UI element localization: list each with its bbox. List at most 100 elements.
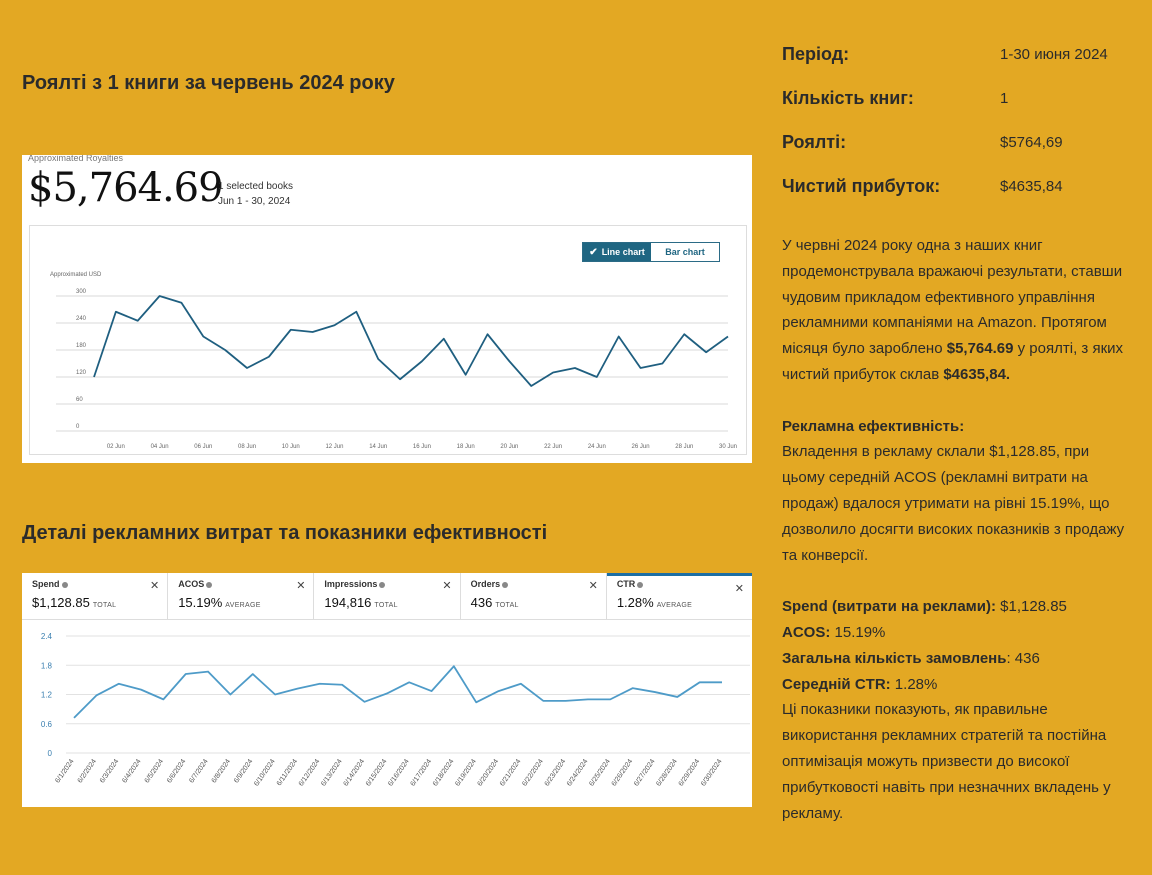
- x-tick-label: 10 Jun: [282, 444, 300, 450]
- x-tick-label: 6/17/2024: [410, 758, 434, 788]
- spend-line: Spend (витрати на реклами): $1,128.85: [782, 598, 1067, 616]
- check-icon: ✔: [589, 246, 598, 258]
- royalties-card: Approximated Royalties $5,764.69 1 selec…: [22, 155, 752, 463]
- closing-paragraph: Ці показники показують, як правильне вик…: [782, 701, 1111, 822]
- line-chart-button[interactable]: ✔ Line chart: [583, 243, 651, 261]
- x-tick-label: 24 Jun: [588, 444, 606, 450]
- y-tick-label: 120: [76, 370, 87, 376]
- x-tick-label: 6/29/2024: [678, 758, 702, 788]
- stat-value: 1-30 июня 2024: [1000, 46, 1108, 63]
- x-tick-label: 6/16/2024: [387, 758, 411, 788]
- y-tick-label: 240: [76, 316, 87, 322]
- close-icon[interactable]: ✕: [149, 580, 160, 592]
- x-tick-label: 02 Jun: [107, 444, 125, 450]
- stat-value: $4635,84: [1000, 178, 1063, 195]
- y-tick-label: 60: [76, 397, 83, 403]
- x-tick-label: 6/10/2024: [253, 758, 277, 788]
- x-tick-label: 06 Jun: [194, 444, 212, 450]
- x-tick-label: 6/6/2024: [166, 758, 187, 784]
- metric-label: ACOS: [178, 579, 307, 589]
- stat-value: $5764,69: [1000, 134, 1063, 151]
- intro-paragraph: У червні 2024 року одна з наших книг про…: [782, 237, 1124, 383]
- y-tick-label: 0: [48, 749, 53, 758]
- stat-label: Період:: [782, 44, 850, 64]
- x-tick-label: 12 Jun: [325, 444, 343, 450]
- x-tick-label: 22 Jun: [544, 444, 562, 450]
- metric-value: 436 TOTAL: [470, 595, 519, 610]
- y-tick-label: 0: [76, 424, 80, 430]
- ads-card: Spend ✕ $1,128.85 TOTAL ACOS ✕ 15.19% AVER…: [22, 573, 752, 807]
- metric-orders[interactable]: Orders ✕ 436 TOTAL: [461, 573, 607, 619]
- approximated-royalties-label: Approximated Royalties: [28, 155, 124, 163]
- x-tick-label: 6/1/2024: [54, 758, 75, 784]
- x-tick-label: 6/20/2024: [477, 758, 501, 788]
- ads-efficiency-heading: Рекламна ефективність:: [782, 417, 965, 435]
- royalties-series-line: [93, 295, 729, 387]
- x-tick-label: 6/19/2024: [454, 758, 478, 788]
- stat-label: Кількість книг:: [782, 88, 914, 108]
- chart-type-toggle: ✔ Line chart Bar chart: [582, 242, 720, 262]
- metric-value: 1.28% AVERAGE: [616, 595, 693, 610]
- y-axis-label: Approximated USD: [50, 272, 102, 278]
- x-tick-label: 30 Jun: [719, 444, 737, 450]
- x-tick-label: 14 Jun: [369, 444, 387, 450]
- x-tick-label: 6/7/2024: [188, 758, 209, 784]
- info-icon: [379, 581, 386, 588]
- stat-book-count: Кількість книг: 1: [782, 88, 1132, 132]
- metric-label: Impressions: [324, 579, 453, 589]
- close-icon[interactable]: ✕: [588, 580, 598, 592]
- metric-value: $1,128.85 TOTAL: [32, 595, 117, 610]
- ads-efficiency-text: Вкладення в рекламу склали $1,128.85, пр…: [782, 443, 1125, 564]
- ctr-series-line: [73, 665, 722, 719]
- ads-heading: Деталі рекламних витрат та показники ефе…: [22, 522, 548, 544]
- x-tick-label: 16 Jun: [413, 444, 431, 450]
- close-icon[interactable]: ✕: [296, 580, 306, 592]
- royalties-chart-box: Approximated USD 0 60 120 180 240 300 02 Jun 04 …: [29, 225, 747, 455]
- x-tick-label: 6/9/2024: [233, 758, 254, 784]
- x-tick-label: 6/27/2024: [633, 758, 657, 788]
- close-icon[interactable]: ✕: [442, 580, 452, 592]
- date-range-text: Jun 1 - 30, 2024: [218, 196, 291, 207]
- metric-ctr[interactable]: CTR ✕ 1.28% AVERAGE: [606, 573, 752, 619]
- x-tick-label: 18 Jun: [457, 444, 475, 450]
- info-icon: [637, 581, 644, 588]
- y-tick-label: 1.2: [41, 691, 53, 700]
- summary-stats: Період: 1-30 июня 2024 Кількість книг: 1…: [782, 44, 1132, 220]
- x-tick-label: 6/12/2024: [298, 758, 322, 788]
- metric-spend[interactable]: Spend ✕ $1,128.85 TOTAL: [22, 573, 169, 619]
- metric-impressions[interactable]: Impressions ✕ 194,816 TOTAL: [314, 573, 461, 619]
- stat-period: Період: 1-30 июня 2024: [782, 44, 1132, 88]
- x-tick-label: 6/3/2024: [99, 758, 120, 784]
- selected-books-text: 1 selected books: [218, 181, 294, 192]
- info-icon: [206, 581, 213, 588]
- royalties-amount: $5,764.69: [28, 165, 224, 211]
- x-tick-label: 08 Jun: [238, 444, 256, 450]
- y-tick-label: 2.4: [41, 632, 53, 641]
- x-tick-label: 6/25/2024: [588, 758, 612, 788]
- close-icon[interactable]: ✕: [734, 583, 745, 595]
- x-tick-label: 6/30/2024: [700, 758, 724, 788]
- royalties-line-chart: Approximated USD 0 60 120 180 240 300 02 Jun 04 …: [50, 272, 737, 450]
- ctr-line: Середній CTR: 1.28%: [782, 675, 938, 693]
- metric-acos[interactable]: ACOS ✕ 15.19% AVERAGE: [168, 573, 315, 619]
- y-tick-label: 180: [76, 343, 87, 349]
- y-tick-label: 1.8: [41, 661, 53, 670]
- x-tick-label: 6/11/2024: [276, 758, 299, 787]
- description: У червні 2024 року одна з наших книг про…: [782, 233, 1132, 826]
- x-tick-label: 6/22/2024: [521, 758, 545, 788]
- metric-label: CTR: [617, 579, 746, 589]
- bar-chart-button[interactable]: Bar chart: [665, 247, 705, 257]
- acos-line: ACOS: 15.19%: [782, 623, 886, 641]
- x-tick-label: 6/24/2024: [566, 758, 590, 788]
- metric-label: Orders: [471, 579, 600, 589]
- x-tick-label: 6/5/2024: [144, 758, 165, 784]
- stat-label: Чистий прибуток:: [782, 176, 941, 196]
- orders-line: Загальна кількість замовлень: 436: [782, 649, 1040, 667]
- stat-label: Роялті:: [782, 132, 847, 152]
- x-tick-label: 04 Jun: [151, 444, 169, 450]
- x-tick-label: 20 Jun: [500, 444, 518, 450]
- x-tick-label: 6/23/2024: [544, 758, 568, 788]
- x-tick-label: 6/15/2024: [365, 758, 389, 788]
- x-tick-label: 6/13/2024: [320, 758, 344, 788]
- stat-value: 1: [1000, 90, 1009, 107]
